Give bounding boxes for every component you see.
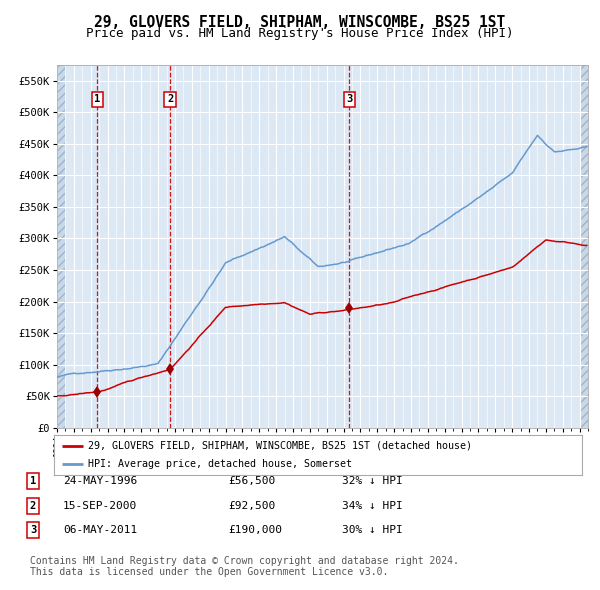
Text: £56,500: £56,500 bbox=[228, 476, 275, 486]
Bar bbox=[57, 65, 65, 428]
Text: 1: 1 bbox=[30, 476, 36, 486]
Text: £190,000: £190,000 bbox=[228, 526, 282, 535]
Text: 34% ↓ HPI: 34% ↓ HPI bbox=[342, 501, 403, 510]
Text: Contains HM Land Registry data © Crown copyright and database right 2024.
This d: Contains HM Land Registry data © Crown c… bbox=[30, 556, 459, 578]
Text: 2: 2 bbox=[167, 94, 173, 104]
Text: 24-MAY-1996: 24-MAY-1996 bbox=[63, 476, 137, 486]
Text: 30% ↓ HPI: 30% ↓ HPI bbox=[342, 526, 403, 535]
Text: 3: 3 bbox=[346, 94, 352, 104]
Text: 06-MAY-2011: 06-MAY-2011 bbox=[63, 526, 137, 535]
Text: 15-SEP-2000: 15-SEP-2000 bbox=[63, 501, 137, 510]
Text: £92,500: £92,500 bbox=[228, 501, 275, 510]
Text: 32% ↓ HPI: 32% ↓ HPI bbox=[342, 476, 403, 486]
Text: 3: 3 bbox=[30, 526, 36, 535]
Text: 29, GLOVERS FIELD, SHIPHAM, WINSCOMBE, BS25 1ST: 29, GLOVERS FIELD, SHIPHAM, WINSCOMBE, B… bbox=[94, 15, 506, 30]
Text: Price paid vs. HM Land Registry's House Price Index (HPI): Price paid vs. HM Land Registry's House … bbox=[86, 27, 514, 40]
Text: 1: 1 bbox=[94, 94, 100, 104]
Bar bbox=[580, 65, 589, 428]
Text: 29, GLOVERS FIELD, SHIPHAM, WINSCOMBE, BS25 1ST (detached house): 29, GLOVERS FIELD, SHIPHAM, WINSCOMBE, B… bbox=[88, 441, 472, 451]
Text: HPI: Average price, detached house, Somerset: HPI: Average price, detached house, Some… bbox=[88, 459, 352, 469]
Text: 2: 2 bbox=[30, 501, 36, 510]
